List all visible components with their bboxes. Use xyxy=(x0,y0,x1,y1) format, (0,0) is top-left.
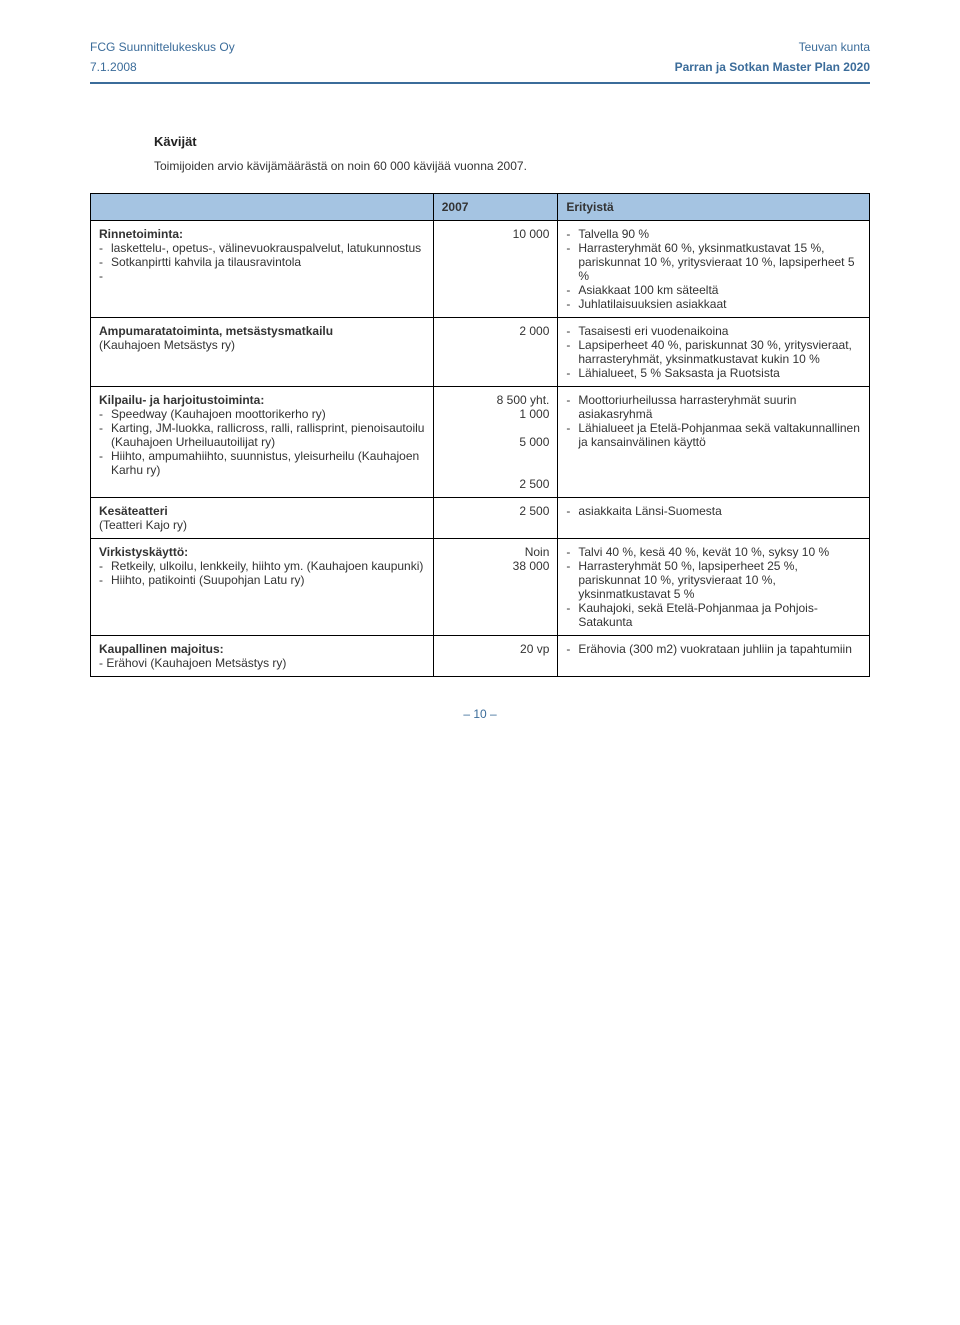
table-row: Kilpailu- ja harjoitustoiminta:Speedway … xyxy=(91,387,870,498)
row-notes-list: Talvi 40 %, kesä 40 %, kevät 10 %, syksy… xyxy=(566,545,861,629)
list-item: Asiakkaat 100 km säteeltä xyxy=(566,283,861,297)
row-title: Kesäteatteri xyxy=(99,504,168,518)
row-notes-cell: Talvi 40 %, kesä 40 %, kevät 10 %, syksy… xyxy=(558,539,870,636)
header-row-1: FCG Suunnittelukeskus Oy Teuvan kunta xyxy=(90,40,870,54)
list-item: Lähialueet, 5 % Saksasta ja Ruotsista xyxy=(566,366,861,380)
row-notes-cell: Moottoriurheilussa harrasteryhmät suurin… xyxy=(558,387,870,498)
row-notes-list: asiakkaita Länsi-Suomesta xyxy=(566,504,861,518)
header-project: Parran ja Sotkan Master Plan 2020 xyxy=(675,60,870,74)
page-number: – 10 – xyxy=(90,707,870,721)
list-item: laskettelu-, opetus-, välinevuokrauspalv… xyxy=(99,241,425,255)
list-item: Karting, JM-luokka, rallicross, ralli, r… xyxy=(99,421,425,449)
table-row: Kesäteatteri(Teatteri Kajo ry)2 500asiak… xyxy=(91,498,870,539)
row-notes-list: Moottoriurheilussa harrasteryhmät suurin… xyxy=(566,393,861,449)
list-item: Speedway (Kauhajoen moottorikerho ry) xyxy=(99,407,425,421)
row-subtitle: - Erähovi (Kauhajoen Metsästys ry) xyxy=(99,656,425,670)
row-number-cell: 10 000 xyxy=(433,221,558,318)
list-item: Sotkanpirtti kahvila ja tilausravintola xyxy=(99,255,425,269)
row-activity-cell: Kaupallinen majoitus:- Erähovi (Kauhajoe… xyxy=(91,636,434,677)
row-title: Kaupallinen majoitus: xyxy=(99,642,224,656)
list-item: Harrasteryhmät 60 %, yksinmatkustavat 15… xyxy=(566,241,861,283)
list-item: Moottoriurheilussa harrasteryhmät suurin… xyxy=(566,393,861,421)
list-item: Hiihto, ampumahiihto, suunnistus, yleisu… xyxy=(99,449,425,477)
section-intro: Toimijoiden arvio kävijämäärästä on noin… xyxy=(154,159,870,173)
list-item: Kauhajoki, sekä Etelä-Pohjanmaa ja Pohjo… xyxy=(566,601,861,629)
th-empty xyxy=(91,194,434,221)
row-number-cell: 8 500 yht. 1 000 5 000 2 500 xyxy=(433,387,558,498)
row-notes-list: Talvella 90 %Harrasteryhmät 60 %, yksinm… xyxy=(566,227,861,311)
header-client: Teuvan kunta xyxy=(799,40,870,54)
list-item: Harrasteryhmät 50 %, lapsiperheet 25 %, … xyxy=(566,559,861,601)
list-item: Retkeily, ulkoilu, lenkkeily, hiihto ym.… xyxy=(99,559,425,573)
table-header-row: 2007 Erityistä xyxy=(91,194,870,221)
row-number-cell: 2 500 xyxy=(433,498,558,539)
row-activity-cell: Rinnetoiminta:laskettelu-, opetus-, väli… xyxy=(91,221,434,318)
row-left-list: Speedway (Kauhajoen moottorikerho ry)Kar… xyxy=(99,407,425,477)
row-notes-cell: Erähovia (300 m2) vuokra­taan juhliin ja… xyxy=(558,636,870,677)
list-item: Lapsiperheet 40 %, pariskunnat 30 %, yri… xyxy=(566,338,861,366)
row-title: Ampumaratatoiminta, metsästysmatkailu xyxy=(99,324,333,338)
row-activity-cell: Kesäteatteri(Teatteri Kajo ry) xyxy=(91,498,434,539)
row-notes-cell: asiakkaita Länsi-Suomesta xyxy=(558,498,870,539)
row-title: Kilpailu- ja harjoitustoiminta: xyxy=(99,393,264,407)
row-subtitle: (Teatteri Kajo ry) xyxy=(99,518,425,532)
list-item: Talvi 40 %, kesä 40 %, kevät 10 %, syksy… xyxy=(566,545,861,559)
row-subtitle: (Kauhajoen Metsästys ry) xyxy=(99,338,425,352)
row-number-cell: 20 vp xyxy=(433,636,558,677)
list-item: Tasaisesti eri vuodenaikoina xyxy=(566,324,861,338)
table-row: Virkistyskäyttö:Retkeily, ulkoilu, lenkk… xyxy=(91,539,870,636)
row-activity-cell: Ampumaratatoiminta, metsästysmatkailu(Ka… xyxy=(91,318,434,387)
table-row: Ampumaratatoiminta, metsästysmatkailu(Ka… xyxy=(91,318,870,387)
section-title: Kävijät xyxy=(154,134,870,149)
row-notes-list: Erähovia (300 m2) vuokra­taan juhliin ja… xyxy=(566,642,861,656)
row-left-list: Retkeily, ulkoilu, lenkkeily, hiihto ym.… xyxy=(99,559,425,587)
row-notes-cell: Tasaisesti eri vuodenaikoinaLapsiperheet… xyxy=(558,318,870,387)
table-row: Kaupallinen majoitus:- Erähovi (Kauhajoe… xyxy=(91,636,870,677)
row-notes-list: Tasaisesti eri vuodenaikoinaLapsiperheet… xyxy=(566,324,861,380)
row-notes-cell: Talvella 90 %Harrasteryhmät 60 %, yksinm… xyxy=(558,221,870,318)
list-item: asiakkaita Länsi-Suomesta xyxy=(566,504,861,518)
row-number-cell: 2 000 xyxy=(433,318,558,387)
visitors-table: 2007 Erityistä Rinnetoiminta:laskettelu-… xyxy=(90,193,870,677)
header-divider xyxy=(90,82,870,84)
th-year: 2007 xyxy=(433,194,558,221)
header-company: FCG Suunnittelukeskus Oy xyxy=(90,40,235,54)
row-title: Rinnetoiminta: xyxy=(99,227,183,241)
list-item: Juhlatilaisuuksien asiakkaat xyxy=(566,297,861,311)
table-row: Rinnetoiminta:laskettelu-, opetus-, väli… xyxy=(91,221,870,318)
row-title: Virkistyskäyttö: xyxy=(99,545,188,559)
header-date: 7.1.2008 xyxy=(90,60,137,74)
row-left-list: laskettelu-, opetus-, välinevuokrauspalv… xyxy=(99,241,425,269)
list-item: Lähialueet ja Etelä-Pohjanmaa sekä valta… xyxy=(566,421,861,449)
list-item: Talvella 90 % xyxy=(566,227,861,241)
list-item: Hiihto, patikointi (Suupohjan Latu ry) xyxy=(99,573,425,587)
list-item: Erähovia (300 m2) vuokra­taan juhliin ja… xyxy=(566,642,861,656)
row-activity-cell: Virkistyskäyttö:Retkeily, ulkoilu, lenkk… xyxy=(91,539,434,636)
th-special: Erityistä xyxy=(558,194,870,221)
row-number-cell: Noin 38 000 xyxy=(433,539,558,636)
row-activity-cell: Kilpailu- ja harjoitustoiminta:Speedway … xyxy=(91,387,434,498)
header-row-2: 7.1.2008 Parran ja Sotkan Master Plan 20… xyxy=(90,60,870,74)
